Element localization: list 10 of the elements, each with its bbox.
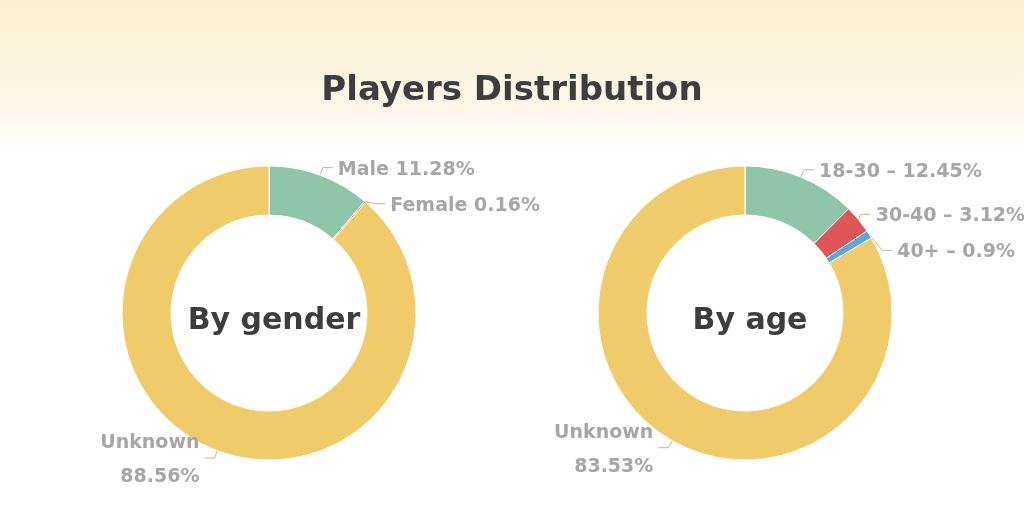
slice-label: Unknown 88.56% (100, 430, 200, 487)
text: By gender (187, 300, 361, 336)
slice-label: 18-30 – 12.45% (819, 158, 982, 181)
slice-label: Male 11.28% (337, 156, 475, 179)
text: By age (692, 300, 808, 336)
slice-label: 30-40 – 3.12% (875, 203, 1024, 226)
slice-label: 40+ – 0.9% (897, 239, 1015, 262)
chart-title: Players Distribution (320, 68, 704, 108)
slice-label: Female 0.16% (390, 192, 540, 215)
slice-label: Unknown 83.53% (554, 419, 654, 476)
